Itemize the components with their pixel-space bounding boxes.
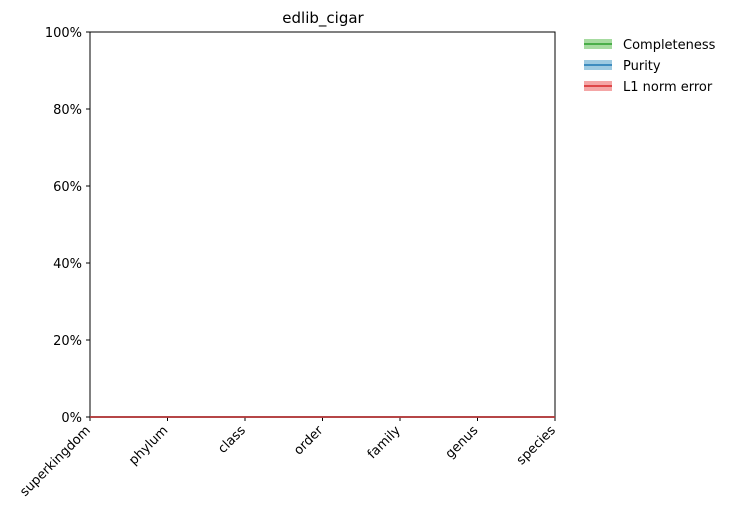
- y-tick-label: 40%: [53, 257, 82, 272]
- x-tick-label: phylum: [126, 423, 171, 468]
- x-tick-label: class: [215, 423, 249, 457]
- y-axis: 0% 20% 40% 60% 80% 100%: [45, 26, 90, 426]
- x-tick-label: order: [291, 423, 327, 459]
- y-tick-label: 100%: [45, 26, 82, 41]
- y-tick-label: 80%: [53, 103, 82, 118]
- legend-item: Purity: [584, 59, 661, 74]
- x-tick-label: genus: [443, 423, 482, 462]
- y-tick-label: 60%: [53, 180, 82, 195]
- x-tick-label: family: [365, 423, 404, 462]
- plot-area: [89, 31, 556, 418]
- legend-label: Completeness: [623, 38, 716, 53]
- legend: Completeness Purity L1 norm error: [584, 38, 716, 95]
- x-axis: superkingdom phylum class order family genus s…: [17, 417, 559, 500]
- y-tick-label: 0%: [61, 411, 82, 426]
- y-tick-label: 20%: [53, 334, 82, 349]
- chart-title: edlib_cigar: [282, 9, 364, 28]
- legend-item: L1 norm error: [584, 80, 713, 95]
- x-tick-label: species: [514, 423, 559, 468]
- legend-label: Purity: [623, 59, 661, 74]
- legend-label: L1 norm error: [623, 80, 713, 95]
- x-tick-label: superkingdom: [17, 423, 93, 499]
- legend-item: Completeness: [584, 38, 716, 53]
